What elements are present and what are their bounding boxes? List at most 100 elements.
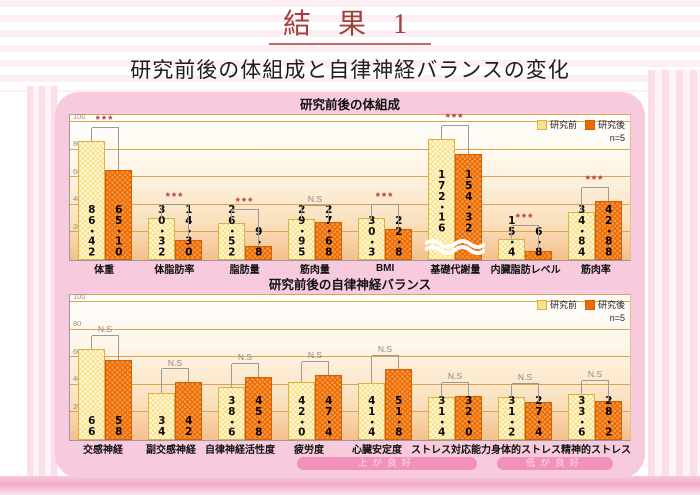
category-label: 筋肉量 xyxy=(299,265,330,276)
value-label-before: 66 xyxy=(85,415,98,437)
value-label-before: 38・6 xyxy=(225,394,238,438)
category-label: 身体的ストレス xyxy=(491,445,561,456)
bar-after: 28・2 xyxy=(595,395,622,440)
significance-bracket xyxy=(232,209,259,211)
value-label-after: 65・10 xyxy=(112,203,125,258)
y-axis-tick: 100 xyxy=(73,111,86,121)
gridline xyxy=(70,356,630,358)
category-label: 疲労度 xyxy=(294,445,324,456)
axis-break-icon xyxy=(423,238,487,255)
bar-pair-column: 30・32 14・30*** xyxy=(140,115,210,260)
gridline xyxy=(70,411,630,413)
category-label: 精神的ストレス xyxy=(561,445,631,456)
significance-bracket xyxy=(302,204,329,206)
category-label: 心臓安定度 xyxy=(352,445,402,456)
y-axis-tick: 40 xyxy=(73,375,81,383)
gridline xyxy=(70,203,630,205)
category-label: BMI xyxy=(375,263,395,274)
significance-bracket-leg xyxy=(511,383,512,397)
significance-label: N.S xyxy=(377,344,393,355)
significance-bracket-leg xyxy=(398,355,399,369)
bar-after: 45・8 xyxy=(245,376,272,440)
significance-label: N.S xyxy=(307,350,323,361)
bar-after: 14・30 xyxy=(175,204,202,260)
bar-before: 42・0 xyxy=(288,382,315,440)
value-label-after: 47・4 xyxy=(322,394,335,438)
significance-bracket xyxy=(442,125,469,126)
legend-swatch-before-icon xyxy=(536,300,547,310)
significance-bracket-leg xyxy=(608,380,609,402)
bar-pair-column: 29・95 27・68 N.S xyxy=(280,115,350,260)
gridline xyxy=(70,121,630,122)
bar-pair-column: 172・16 154・32 *** xyxy=(420,112,490,260)
value-label-before: 30・3 xyxy=(365,214,378,258)
bar-pair-column: 26・52 9・8 *** xyxy=(210,115,280,260)
significance-bracket-leg xyxy=(608,187,609,201)
bar-pair-column: 31・4 32・0 N.S xyxy=(420,295,490,440)
bar-pair-column: 34 42 N.S xyxy=(140,295,210,440)
bar-before: 30・3 xyxy=(358,214,385,260)
y-axis-tick: 80 xyxy=(73,319,82,329)
significance-label: N.S xyxy=(97,324,113,335)
legend-swatch-before-icon xyxy=(536,120,547,130)
ribbon-higher-is-better: 上が良好 xyxy=(297,457,477,470)
legend: 研究前 研究後 n=5 xyxy=(529,118,625,143)
bar-before: 31・2 xyxy=(498,395,525,440)
significance-bracket-leg xyxy=(328,361,329,375)
bar-before: 34 xyxy=(148,393,175,440)
bar-pair-column: 66 58 N.S xyxy=(70,295,140,440)
significance-bracket-leg xyxy=(398,205,399,229)
significance-bracket-leg xyxy=(231,363,232,387)
significance-bracket-leg xyxy=(258,210,259,247)
ribbon-lower-is-better: 低が良好 xyxy=(497,457,613,470)
header: 結 果 1 研究前後の体組成と自律神経バランスの変化 xyxy=(0,8,700,84)
bar-before: 66 xyxy=(78,348,105,440)
bar-after: 58 xyxy=(105,359,132,440)
significance-bracket-leg xyxy=(161,369,162,394)
significance-bracket-leg xyxy=(538,225,539,251)
significance-label: N.S xyxy=(307,194,323,205)
significance-label: N.S xyxy=(237,352,253,363)
value-label-before: 34 xyxy=(155,415,168,437)
bar-before: 34・84 xyxy=(568,204,595,260)
significance-bracket-leg xyxy=(118,335,119,360)
significance-bracket-leg xyxy=(371,205,372,219)
bar-after: 22・8 xyxy=(385,215,412,260)
y-axis-tick: 40 xyxy=(73,195,81,203)
significance-label: N.S xyxy=(517,372,533,383)
gridline xyxy=(70,301,630,302)
significance-label: *** xyxy=(95,113,115,126)
category-label: 体脂肪率 xyxy=(154,265,195,276)
background-stripes-right xyxy=(648,70,700,482)
significance-bracket-leg xyxy=(441,126,442,139)
significance-label: N.S xyxy=(587,369,603,380)
legend-item-after: 研究後 xyxy=(584,120,625,130)
significance-bracket xyxy=(512,224,539,226)
bar-before: 33・6 xyxy=(568,393,595,440)
value-label-before: 34・84 xyxy=(575,203,588,258)
bar-before: 86・42 xyxy=(78,140,105,260)
gridline xyxy=(70,148,630,150)
category-label: 副交感神経 xyxy=(146,445,196,456)
bar-before: 30・32 xyxy=(148,204,175,260)
significance-label: *** xyxy=(235,196,255,209)
legend-label-after: 研究後 xyxy=(597,120,625,130)
chart-title-autonomic-balance: 研究前後の自律神経バランス xyxy=(268,278,432,292)
significance-bracket xyxy=(582,379,609,381)
sample-size-label: n=5 xyxy=(609,313,625,323)
significance-label: *** xyxy=(375,191,395,204)
significance-bracket-leg xyxy=(118,127,119,171)
significance-bracket-leg xyxy=(468,382,469,396)
bar-pair-column: 31・2 27・4 N.S xyxy=(490,295,560,440)
bar-pair-column: 41・4 51・8 N.S xyxy=(350,295,420,440)
significance-bracket-leg xyxy=(301,205,302,219)
bar-after: 6・8 xyxy=(525,226,552,260)
bar-before: 31・4 xyxy=(428,395,455,440)
value-label-before: 30・32 xyxy=(155,203,168,258)
value-label-before: 41・4 xyxy=(365,394,378,438)
significance-label: *** xyxy=(445,112,465,124)
significance-bracket-leg xyxy=(231,210,232,224)
